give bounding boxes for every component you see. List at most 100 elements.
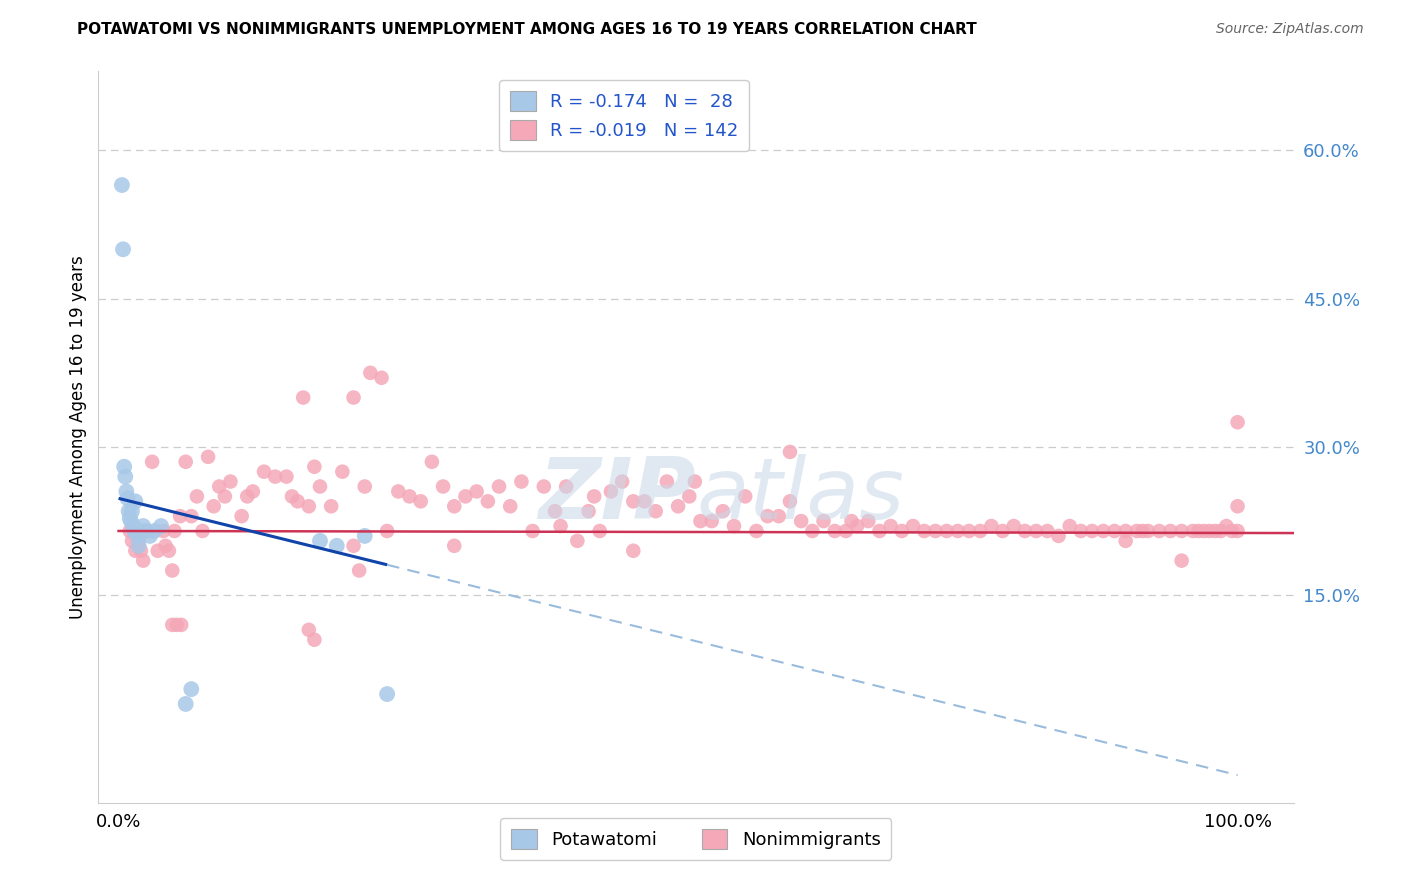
Point <box>533 479 555 493</box>
Point <box>465 484 488 499</box>
Text: ZIP: ZIP <box>538 454 696 537</box>
Point <box>162 618 184 632</box>
Point <box>1137 524 1160 538</box>
Point <box>128 539 150 553</box>
Point <box>128 533 150 548</box>
Point <box>398 489 420 503</box>
Point <box>700 514 723 528</box>
Point <box>115 484 138 499</box>
Point <box>711 504 734 518</box>
Point <box>734 489 756 503</box>
Point <box>957 524 980 538</box>
Point <box>600 484 623 499</box>
Point <box>353 479 375 493</box>
Point <box>779 494 801 508</box>
Point <box>127 529 149 543</box>
Point <box>253 465 276 479</box>
Point <box>1059 519 1081 533</box>
Point <box>644 504 666 518</box>
Point <box>174 455 197 469</box>
Point <box>121 504 143 518</box>
Point <box>298 500 321 514</box>
Point <box>287 494 309 508</box>
Point <box>135 524 157 538</box>
Point <box>125 524 148 538</box>
Point <box>583 489 606 503</box>
Point <box>120 514 142 528</box>
Point <box>281 489 304 503</box>
Point <box>801 524 824 538</box>
Point <box>578 504 600 518</box>
Point <box>118 511 141 525</box>
Point <box>347 564 370 578</box>
Point <box>1198 524 1220 538</box>
Point <box>1226 524 1249 538</box>
Point <box>111 178 134 192</box>
Point <box>117 504 139 518</box>
Point <box>359 366 381 380</box>
Point <box>1104 524 1126 538</box>
Point <box>132 519 155 533</box>
Point <box>1215 519 1237 533</box>
Point <box>304 459 326 474</box>
Point <box>1204 524 1226 538</box>
Point <box>146 543 169 558</box>
Point <box>550 519 572 533</box>
Point <box>846 519 869 533</box>
Point <box>1170 524 1192 538</box>
Point <box>150 519 173 533</box>
Point <box>321 500 343 514</box>
Point <box>1220 524 1243 538</box>
Point <box>186 489 208 503</box>
Point <box>152 524 174 538</box>
Point <box>621 543 644 558</box>
Point <box>129 524 152 538</box>
Point <box>633 494 655 508</box>
Point <box>1115 524 1137 538</box>
Point <box>824 524 846 538</box>
Point <box>912 524 935 538</box>
Point <box>242 484 264 499</box>
Point <box>1002 519 1025 533</box>
Point <box>162 564 184 578</box>
Point <box>499 500 522 514</box>
Point <box>969 524 991 538</box>
Point <box>170 618 193 632</box>
Point <box>191 524 214 538</box>
Point <box>858 514 880 528</box>
Point <box>745 524 768 538</box>
Point <box>683 475 706 489</box>
Point <box>163 524 186 538</box>
Point <box>121 533 143 548</box>
Point <box>1226 415 1249 429</box>
Legend: Potawatomi, Nonimmigrants: Potawatomi, Nonimmigrants <box>501 818 891 860</box>
Point <box>264 469 287 483</box>
Point <box>1209 524 1232 538</box>
Point <box>432 479 454 493</box>
Point <box>180 509 202 524</box>
Point <box>155 539 177 553</box>
Point <box>779 445 801 459</box>
Point <box>132 554 155 568</box>
Point <box>1014 524 1036 538</box>
Text: POTAWATOMI VS NONIMMIGRANTS UNEMPLOYMENT AMONG AGES 16 TO 19 YEARS CORRELATION C: POTAWATOMI VS NONIMMIGRANTS UNEMPLOYMENT… <box>77 22 977 37</box>
Point <box>768 509 790 524</box>
Point <box>112 242 135 256</box>
Point <box>326 539 349 553</box>
Point <box>236 489 259 503</box>
Point <box>488 479 510 493</box>
Point <box>139 529 162 543</box>
Point <box>544 504 567 518</box>
Point <box>370 371 392 385</box>
Point <box>879 519 901 533</box>
Point <box>169 509 191 524</box>
Point <box>1187 524 1209 538</box>
Point <box>124 543 146 558</box>
Point <box>443 539 465 553</box>
Point <box>1036 524 1059 538</box>
Point <box>420 455 443 469</box>
Point <box>610 475 633 489</box>
Point <box>202 500 225 514</box>
Point <box>813 514 835 528</box>
Point <box>1126 524 1149 538</box>
